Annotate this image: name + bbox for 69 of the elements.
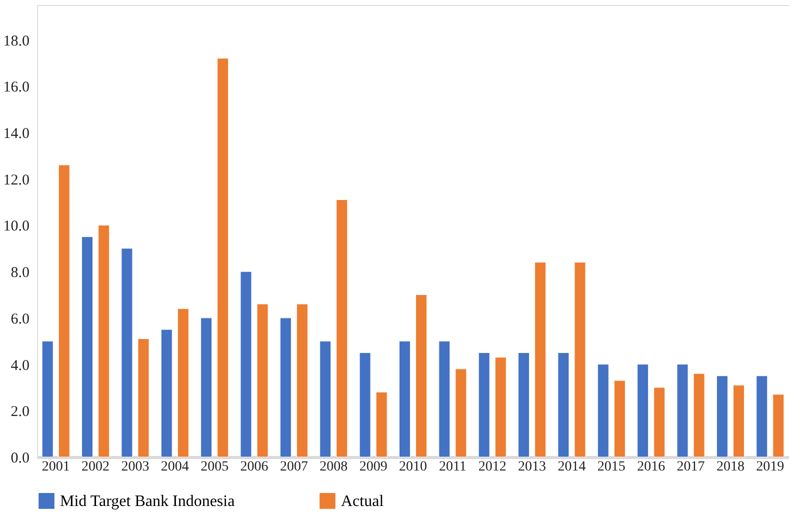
bar <box>177 308 189 458</box>
y-tick-label: 18.0 <box>3 33 30 50</box>
x-tick-label: 2017 <box>676 460 705 474</box>
bar <box>558 352 570 458</box>
y-tick-label: 8.0 <box>10 265 30 282</box>
bar <box>320 340 332 458</box>
bar <box>416 294 428 458</box>
bar <box>732 384 744 458</box>
bar <box>438 340 450 458</box>
bar <box>280 318 292 458</box>
bar <box>614 380 626 458</box>
bar <box>676 364 688 458</box>
bar <box>256 304 268 458</box>
x-tick-label: 2019 <box>756 460 784 474</box>
bar <box>58 164 70 458</box>
y-tick-label: 14.0 <box>3 126 30 142</box>
legend-label: Mid Target Bank Indonesia <box>60 492 235 510</box>
bar <box>336 199 348 458</box>
bar <box>772 394 784 458</box>
bar <box>138 338 150 458</box>
y-tick-label: 6.0 <box>10 311 30 328</box>
bar <box>455 368 467 458</box>
y-tick-label: 0.0 <box>10 450 30 466</box>
bar <box>534 262 546 458</box>
x-tick-label: 2016 <box>637 460 666 474</box>
x-tick-label: 2014 <box>558 460 586 474</box>
bar <box>398 340 410 458</box>
bar <box>716 376 728 458</box>
x-tick-label: 2001 <box>42 460 70 474</box>
bar <box>478 352 490 458</box>
bar <box>597 364 609 458</box>
x-tick-label: 2002 <box>82 460 110 474</box>
bar <box>82 236 94 458</box>
y-tick-label: 10.0 <box>3 218 30 235</box>
x-tick-label: 2011 <box>438 460 466 474</box>
y-tick-label: 4.0 <box>10 358 30 374</box>
bar <box>160 329 172 458</box>
legend-label: Actual <box>341 492 384 510</box>
y-tick-label: 16.0 <box>3 80 30 96</box>
bar <box>637 364 649 458</box>
bar <box>121 248 133 458</box>
x-tick-label: 2010 <box>399 460 427 474</box>
bar <box>518 352 530 458</box>
bar <box>376 392 388 458</box>
x-tick-label: 2012 <box>478 460 506 474</box>
bar <box>42 340 54 458</box>
x-tick-label: 2006 <box>240 460 268 474</box>
x-tick-label: 2004 <box>160 460 189 474</box>
bar <box>359 352 371 458</box>
x-tick-label: 2003 <box>121 460 150 474</box>
bar <box>217 58 229 458</box>
x-tick-label: 2015 <box>597 460 626 474</box>
bar <box>240 271 252 458</box>
bar <box>296 304 308 458</box>
x-tick-label: 2005 <box>200 460 229 474</box>
bar <box>574 262 586 458</box>
bar <box>654 387 666 458</box>
bar <box>200 318 212 458</box>
y-tick-label: 2.0 <box>10 404 30 420</box>
x-tick-label: 2007 <box>280 460 308 474</box>
x-tick-label: 2009 <box>359 460 388 474</box>
bar <box>98 224 110 458</box>
x-tick-label: 2013 <box>518 460 546 474</box>
bar <box>756 376 768 458</box>
x-tick-label: 2008 <box>320 460 348 474</box>
x-tick-label: 2018 <box>716 460 744 474</box>
bar <box>693 373 705 458</box>
bar <box>494 357 506 458</box>
y-tick-label: 12.0 <box>3 172 30 188</box>
